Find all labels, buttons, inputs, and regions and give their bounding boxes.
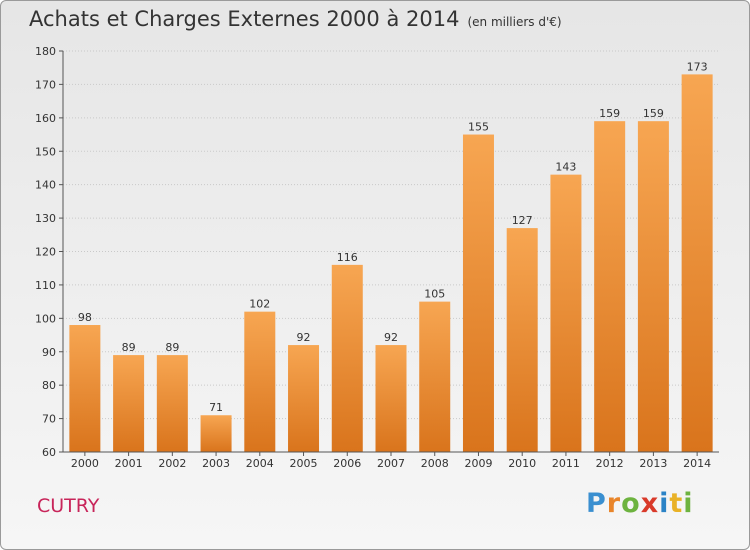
y-tick-label: 110 xyxy=(35,279,56,292)
y-tick-label: 150 xyxy=(35,145,56,158)
bar-2014 xyxy=(681,74,713,453)
y-tick-label: 130 xyxy=(35,212,56,225)
bar-value-label: 159 xyxy=(643,107,664,120)
x-tick-label: 2010 xyxy=(508,457,536,470)
bar-value-label: 173 xyxy=(687,60,708,73)
y-axis: 60 70 80 90 100 110 120 130 140 150 160 170 180 xyxy=(35,45,64,459)
bar-value-label: 105 xyxy=(424,288,445,301)
bar-value-label: 143 xyxy=(555,161,576,174)
x-tick-label: 2000 xyxy=(71,457,99,470)
bar-2005 xyxy=(288,345,320,452)
bar-value-label: 127 xyxy=(512,214,533,227)
x-tick-label: 2004 xyxy=(246,457,274,470)
y-tick-label: 60 xyxy=(42,446,56,459)
chart-title: Achats et Charges Externes 2000 à 2014 (e… xyxy=(29,7,562,31)
chart-title-text: Achats et Charges Externes 2000 à 2014 xyxy=(29,7,460,31)
x-tick-label: 2003 xyxy=(202,457,230,470)
logo-letter: P xyxy=(586,488,607,519)
logo-letter: r xyxy=(606,488,622,519)
logo-letter: t xyxy=(669,488,684,519)
x-tick-label: 2011 xyxy=(552,457,580,470)
chart-subtitle: (en milliers d'€) xyxy=(467,15,562,29)
bar-2002 xyxy=(156,355,188,452)
y-tick-label: 160 xyxy=(35,112,56,125)
x-axis: 2000 2001 2002 2003 2004 2005 2006 2007 2008 2009… xyxy=(63,451,719,470)
x-tick-label: 2012 xyxy=(596,457,624,470)
bar-value-label: 71 xyxy=(209,401,223,414)
bar-value-label: 116 xyxy=(337,251,358,264)
bars: 98 89 89 71 102 92 116 92 105 155 127 143 159 159 173 xyxy=(69,60,713,453)
y-tick-label: 180 xyxy=(35,45,56,58)
bar-2006 xyxy=(331,264,363,452)
x-tick-label: 2007 xyxy=(377,457,405,470)
commune-name: CUTRY xyxy=(37,495,100,517)
bar-value-label: 92 xyxy=(297,331,311,344)
bar-2003 xyxy=(200,415,232,452)
x-tick-label: 2002 xyxy=(158,457,186,470)
bar-2012 xyxy=(594,121,626,453)
bar-2004 xyxy=(244,311,276,452)
bar-value-label: 89 xyxy=(165,341,179,354)
x-tick-label: 2014 xyxy=(683,457,711,470)
y-tick-label: 90 xyxy=(42,346,56,359)
bar-2007 xyxy=(375,345,407,452)
y-tick-label: 100 xyxy=(35,312,56,325)
logo-letter: o xyxy=(621,488,641,519)
y-tick-label: 80 xyxy=(42,379,56,392)
bar-value-label: 89 xyxy=(122,341,136,354)
bar-2010 xyxy=(506,228,538,452)
bar-2013 xyxy=(637,121,669,453)
bar-value-label: 155 xyxy=(468,121,489,134)
x-tick-label: 2001 xyxy=(115,457,143,470)
x-tick-label: 2013 xyxy=(639,457,667,470)
bar-2000 xyxy=(69,325,101,452)
y-tick-label: 70 xyxy=(42,413,56,426)
bar-value-label: 98 xyxy=(78,311,92,324)
y-tick-label: 140 xyxy=(35,179,56,192)
x-tick-label: 2006 xyxy=(333,457,361,470)
bar-value-label: 92 xyxy=(384,331,398,344)
x-tick-label: 2005 xyxy=(290,457,318,470)
bar-2011 xyxy=(550,174,582,452)
bar-2009 xyxy=(462,134,494,452)
logo-letter: i xyxy=(683,488,694,519)
bar-value-label: 102 xyxy=(249,298,270,311)
bar-value-label: 159 xyxy=(599,107,620,120)
y-tick-label: 170 xyxy=(35,78,56,91)
x-tick-label: 2009 xyxy=(464,457,492,470)
logo-letter: i xyxy=(659,488,670,519)
y-tick-label: 120 xyxy=(35,246,56,259)
logo-letter: x xyxy=(640,488,660,519)
proxiti-logo[interactable]: Proxiti xyxy=(586,488,694,519)
bar-2001 xyxy=(113,355,145,452)
x-tick-label: 2008 xyxy=(421,457,449,470)
bar-2008 xyxy=(419,301,451,452)
